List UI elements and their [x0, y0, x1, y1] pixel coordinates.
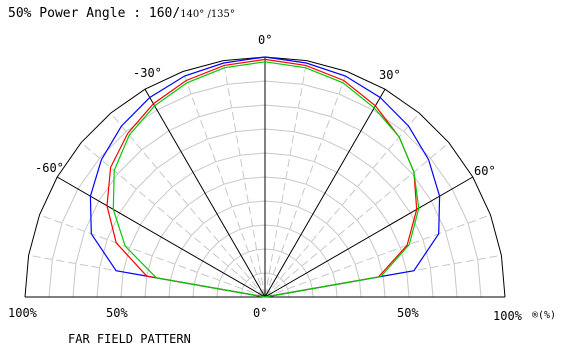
radial-label-left-50: 50% [106, 306, 128, 320]
grid-spoke--10 [222, 60, 266, 298]
series-group [89, 56, 441, 298]
series-curve-0 [89, 56, 441, 298]
chart-caption: FAR FIELD PATTERN [68, 332, 191, 346]
chart-title-prefix: 50% Power Angle : 160/ [8, 6, 180, 21]
series-curve-1 [106, 58, 418, 298]
grid-spoke--40 [110, 112, 266, 298]
angle-label-m60: -60° [35, 161, 64, 175]
grid-spoke-50 [264, 142, 450, 298]
angle-label-0: 0° [258, 33, 272, 47]
grid-spoke-40 [264, 112, 420, 298]
angle-label-30: 30° [379, 68, 401, 82]
radial-label-right-100: 100% [493, 309, 523, 323]
series-curve-2 [112, 61, 420, 298]
radial-axis-unit: ®(%) [532, 310, 556, 321]
radial-label-left-100: 100% [8, 306, 38, 320]
grid-spoke-10 [264, 60, 308, 298]
radial-label-right-50: 50% [397, 306, 419, 320]
grid-spoke-70 [264, 214, 491, 298]
axis-labels: 0° -30° 30° -60° 60° 100% 50% 0° 50% 100% ®(%) [8, 33, 556, 323]
major-spoke-60 [264, 176, 474, 298]
major-spoke--60 [56, 176, 266, 298]
chart-title: 50% Power Angle : 160/140° /135° [8, 6, 235, 21]
angle-label-60: 60° [474, 164, 496, 178]
grid-spoke--70 [39, 214, 266, 298]
grid-spoke--50 [80, 142, 266, 298]
major-spoke--30 [144, 88, 266, 298]
major-spoke-30 [264, 88, 386, 298]
grid-spoke-20 [264, 71, 348, 298]
grid-spoke--20 [182, 71, 266, 298]
angle-spokes [56, 57, 474, 298]
angle-label-m30: -30° [133, 66, 162, 80]
chart-title-suffix: 140° /135° [180, 9, 235, 20]
radial-label-center-0: 0° [253, 306, 267, 320]
